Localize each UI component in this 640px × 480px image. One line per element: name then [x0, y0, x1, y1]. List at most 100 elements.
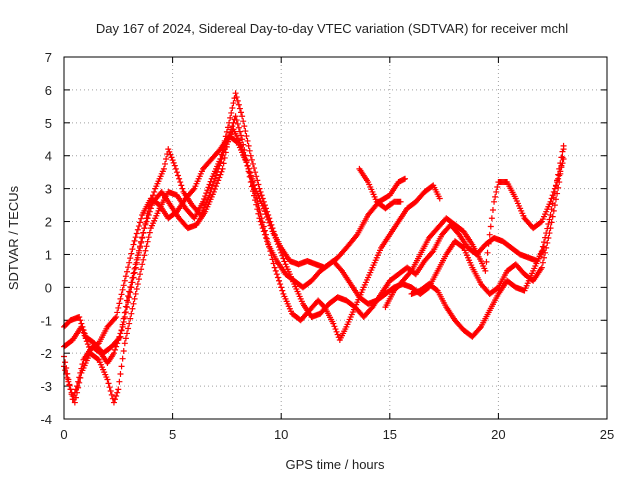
- data-point: [104, 376, 111, 383]
- data-point: [126, 320, 133, 327]
- data-point: [246, 147, 253, 154]
- data-point: [137, 219, 144, 226]
- data-point: [555, 175, 562, 182]
- data-point: [252, 197, 259, 204]
- data-point: [270, 260, 277, 267]
- y-tick-label: -2: [40, 346, 52, 361]
- data-point: [168, 154, 175, 161]
- data-point: [238, 109, 245, 116]
- data-point: [545, 221, 552, 228]
- data-point: [429, 249, 436, 256]
- data-point: [260, 228, 267, 235]
- data-point: [558, 164, 565, 171]
- data-point: [66, 382, 73, 389]
- data-point: [248, 156, 255, 163]
- data-point: [539, 243, 546, 250]
- data-point: [549, 192, 556, 199]
- data-point: [244, 162, 251, 169]
- data-point: [141, 252, 148, 259]
- data-point: [486, 231, 493, 238]
- data-point: [130, 270, 137, 277]
- data-point: [81, 332, 88, 339]
- data-point: [223, 128, 230, 135]
- data-point: [172, 165, 179, 172]
- data-point: [113, 392, 120, 399]
- data-point: [74, 389, 81, 396]
- data-point: [332, 326, 339, 333]
- data-point: [273, 271, 280, 278]
- data-point: [544, 239, 551, 246]
- data-point: [121, 309, 128, 316]
- data-point: [170, 159, 177, 166]
- data-point: [228, 126, 235, 133]
- data-point: [484, 249, 491, 256]
- data-point: [118, 291, 125, 298]
- data-point: [224, 124, 231, 131]
- data-point: [110, 350, 117, 357]
- data-point: [128, 279, 135, 286]
- data-point: [537, 219, 544, 226]
- data-point: [144, 238, 151, 245]
- data-point: [219, 165, 226, 172]
- data-point: [560, 156, 567, 163]
- x-tick-label: 25: [600, 427, 614, 442]
- y-tick-label: -4: [40, 412, 52, 427]
- data-point: [249, 160, 256, 167]
- data-point: [143, 243, 150, 250]
- data-point: [230, 100, 237, 107]
- data-point: [216, 174, 223, 181]
- data-point: [207, 178, 214, 185]
- data-point: [122, 273, 129, 280]
- data-point: [547, 211, 554, 218]
- data-point: [218, 168, 225, 175]
- data-point: [145, 211, 152, 218]
- data-point: [167, 151, 174, 158]
- y-tick-label: 0: [45, 280, 52, 295]
- data-point: [397, 198, 404, 205]
- data-point: [277, 281, 284, 288]
- data-point: [251, 182, 258, 189]
- data-point: [142, 247, 149, 254]
- data-point: [559, 148, 566, 155]
- data-point: [161, 160, 168, 167]
- y-tick-label: 4: [45, 149, 52, 164]
- data-point: [139, 261, 146, 268]
- y-tick-label: 2: [45, 215, 52, 230]
- data-point: [129, 274, 136, 281]
- data-point: [542, 249, 549, 256]
- data-point: [245, 165, 252, 172]
- data-point: [543, 230, 550, 237]
- series-5: [356, 165, 404, 212]
- data-point: [259, 225, 266, 232]
- data-point: [206, 181, 213, 188]
- data-point: [135, 247, 142, 254]
- data-point: [353, 233, 360, 240]
- data-point: [117, 333, 124, 340]
- y-tick-label: 7: [45, 50, 52, 65]
- data-point: [65, 378, 72, 385]
- data-point: [222, 149, 229, 156]
- data-point: [113, 313, 120, 320]
- data-point: [67, 386, 74, 393]
- data-point: [258, 192, 265, 199]
- data-point: [118, 327, 125, 334]
- data-point: [123, 330, 130, 337]
- data-point: [134, 281, 141, 288]
- data-point: [253, 201, 260, 208]
- data-point: [239, 113, 246, 120]
- data-point: [121, 277, 128, 284]
- data-point: [132, 261, 139, 268]
- data-point: [179, 185, 186, 192]
- data-point: [77, 317, 84, 324]
- data-point: [215, 177, 222, 184]
- data-point: [116, 334, 123, 341]
- data-point: [125, 325, 132, 332]
- data-point: [127, 255, 134, 262]
- data-point: [141, 225, 148, 232]
- data-point: [125, 293, 132, 300]
- data-point: [487, 223, 494, 230]
- data-point: [83, 338, 90, 345]
- data-point: [119, 321, 126, 328]
- data-point: [402, 175, 409, 182]
- data-point: [94, 355, 101, 362]
